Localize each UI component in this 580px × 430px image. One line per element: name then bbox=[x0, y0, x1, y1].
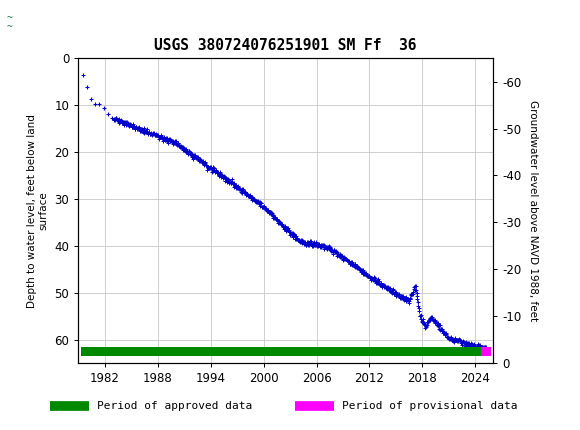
Bar bbox=[481, 347, 491, 356]
Text: Period of provisional data: Period of provisional data bbox=[342, 401, 518, 412]
Y-axis label: Depth to water level, feet below land
surface: Depth to water level, feet below land su… bbox=[27, 114, 49, 307]
Title: USGS 380724076251901 SM Ff  36: USGS 380724076251901 SM Ff 36 bbox=[154, 38, 417, 53]
Bar bbox=[5, 4, 37, 41]
Y-axis label: Groundwater level above NAVD 1988, feet: Groundwater level above NAVD 1988, feet bbox=[528, 100, 538, 321]
Text: ~
~: ~ ~ bbox=[6, 13, 12, 32]
Text: USGS: USGS bbox=[42, 14, 97, 31]
Text: Period of approved data: Period of approved data bbox=[97, 401, 252, 412]
Bar bbox=[81, 347, 481, 356]
